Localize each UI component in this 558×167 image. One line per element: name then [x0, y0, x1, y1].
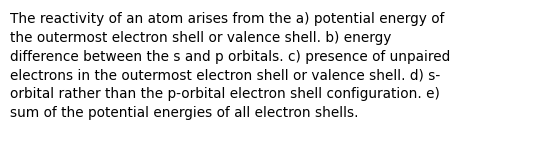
Text: The reactivity of an atom arises from the a) potential energy of
the outermost e: The reactivity of an atom arises from th… [10, 12, 450, 120]
